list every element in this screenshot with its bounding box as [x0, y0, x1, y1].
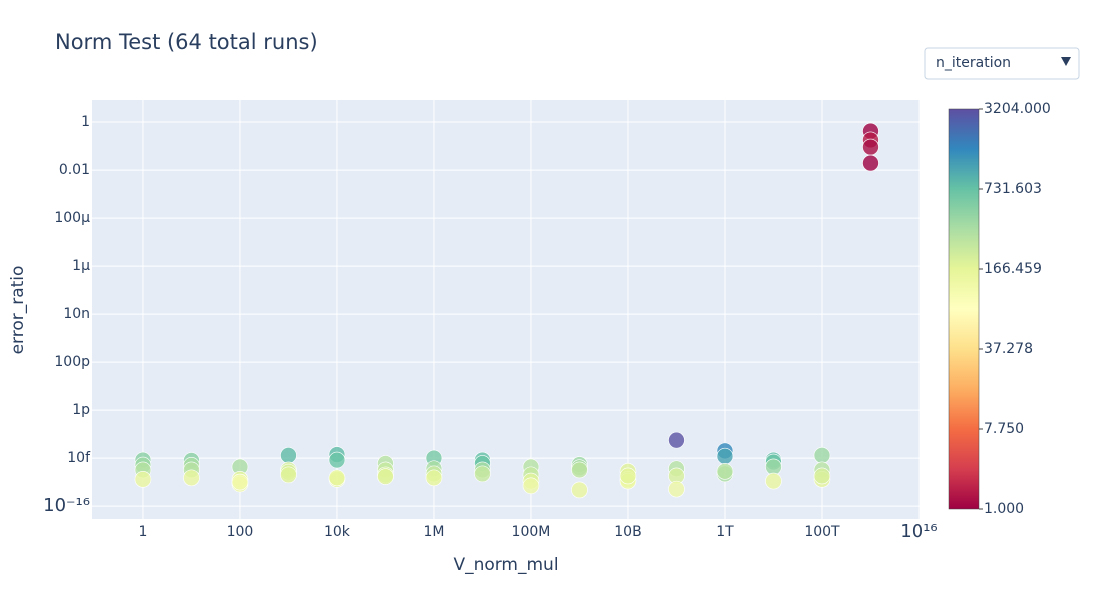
x-tick-label: 1	[138, 524, 147, 540]
dropdown-box[interactable]	[924, 47, 1080, 80]
x-tick-label: 100M	[512, 524, 551, 540]
x-tick-label: 10¹⁶	[900, 521, 937, 542]
x-tick-label: 1M	[423, 524, 444, 540]
colorbar-tick-label: 3204.000	[984, 101, 1051, 117]
x-tick-label: 10B	[614, 524, 641, 540]
data-point	[280, 466, 297, 484]
y-tick-label: 10f	[67, 450, 91, 466]
data-point	[377, 468, 394, 485]
data-point	[716, 463, 734, 480]
points	[134, 122, 879, 499]
y-tick-label: 1p	[72, 402, 90, 418]
y-tick-label: 1μ	[72, 258, 90, 274]
chart-title: Norm Test (64 total runs)	[55, 30, 318, 54]
data-point	[183, 469, 200, 487]
data-point	[765, 458, 782, 476]
data-point	[474, 465, 491, 483]
y-tick-label: 10n	[63, 306, 90, 322]
data-point	[571, 481, 588, 499]
data-point	[619, 467, 637, 485]
data-point	[571, 461, 588, 479]
data-point	[813, 447, 831, 464]
colorbar-tick-label: 37.278	[984, 341, 1033, 357]
y-tick-label: 1	[81, 114, 90, 130]
data-point	[328, 451, 346, 469]
y-tick-label: 0.01	[59, 162, 90, 178]
y-tick-label: 100p	[54, 354, 90, 370]
plot-area	[92, 100, 920, 519]
y-tick-label: 10⁻¹⁶	[43, 495, 90, 516]
data-point	[813, 467, 831, 485]
x-tick-label: 100	[227, 524, 254, 540]
x-axis-title: V_norm_mul	[453, 555, 558, 575]
data-point	[765, 472, 782, 490]
colorbar-tick-label: 166.459	[984, 261, 1042, 277]
colorbar-tick-label: 731.603	[984, 181, 1042, 197]
data-point	[522, 477, 540, 495]
y-axis-title: error_ratio	[8, 266, 28, 355]
data-point	[862, 154, 879, 172]
colorbar-tick-label: 7.750	[984, 421, 1024, 437]
x-tick-label: 10k	[324, 524, 351, 540]
dropdown[interactable]: n_iteration	[924, 47, 1080, 80]
data-point	[328, 469, 346, 487]
data-point	[425, 469, 443, 487]
data-point	[668, 480, 685, 498]
data-point	[862, 138, 879, 156]
y-tick-label: 100μ	[54, 210, 90, 226]
data-point	[716, 447, 734, 465]
colorbar-tick-label: 1.000	[984, 501, 1024, 517]
x-tick-label: 1T	[716, 524, 734, 540]
data-point	[231, 473, 249, 491]
data-point	[668, 431, 685, 449]
colorbar	[948, 108, 980, 510]
dropdown-label[interactable]: n_iteration	[936, 55, 1011, 71]
x-tick-label: 100T	[804, 524, 840, 540]
dropdown-arrow[interactable]	[1061, 57, 1071, 66]
data-point	[280, 447, 297, 464]
data-point	[134, 471, 152, 488]
